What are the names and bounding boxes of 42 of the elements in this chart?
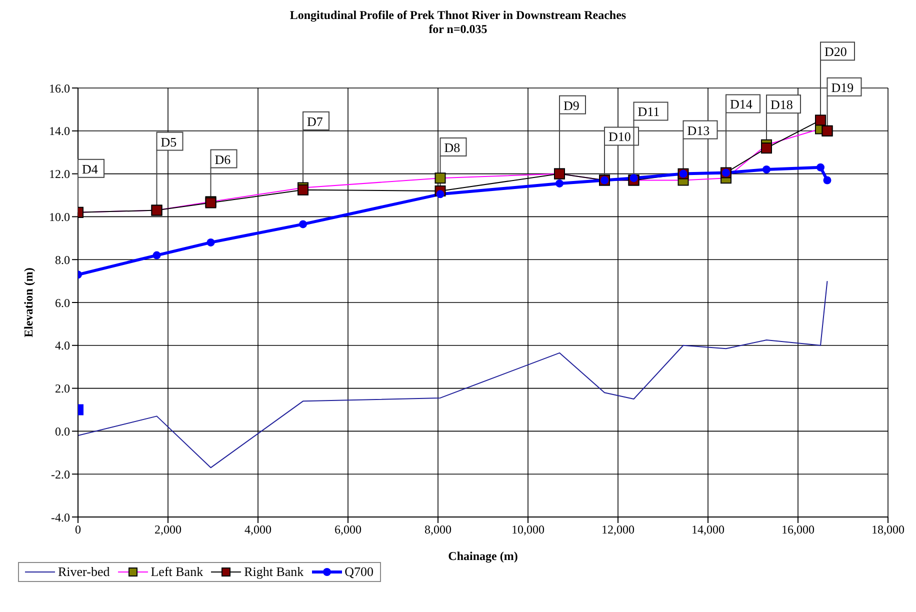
annotation: D13 [687, 122, 710, 138]
y-tick-label: 14.0 [49, 124, 70, 138]
x-tick-label: 12,000 [602, 522, 634, 537]
y-tick-label: 6.0 [55, 296, 70, 310]
y-tick-label: 2.0 [55, 382, 70, 396]
legend-label: Q700 [344, 564, 374, 580]
annotation: D14 [730, 96, 753, 112]
legend-label: Left Bank [150, 564, 204, 580]
y-tick-label: 8.0 [55, 252, 70, 267]
annotation: D20 [824, 44, 847, 60]
chart-subtitle: for n=0.035 [428, 22, 488, 36]
y-tick-label: 4.0 [55, 338, 70, 353]
x-tick-label: 0 [75, 522, 81, 537]
x-tick-label: 8,000 [424, 522, 452, 537]
x-tick-label: 16,000 [782, 522, 814, 537]
x-tick-label: 14,000 [692, 522, 724, 537]
annotation: D9 [564, 98, 580, 113]
annotation: D19 [831, 80, 854, 95]
chart-title: Longitudinal Profile of Prek Thnot River in Downstream Reaches [288, 8, 628, 22]
annotation: D5 [160, 134, 177, 150]
legend-label: Right Bank [243, 564, 304, 580]
y-tick-label: 0.0 [55, 424, 70, 438]
annotation: D18 [770, 97, 793, 112]
annotation: D10 [608, 129, 631, 144]
y-tick-label: 12.0 [49, 167, 70, 182]
y-tick-label: 16.0 [49, 81, 70, 96]
annotation: D7 [307, 114, 324, 129]
x-tick-label: 2,000 [154, 522, 182, 537]
x-axis-title: Chainage (m) [448, 549, 518, 563]
annotation: D6 [214, 152, 232, 167]
legend-label: River-bed [57, 564, 110, 580]
y-tick-label: -2.0 [51, 467, 70, 482]
y-axis-title: Elevation (m) [21, 268, 36, 338]
x-tick-label: 18,000 [872, 522, 904, 537]
x-tick-label: 10,000 [512, 522, 544, 537]
annotation: D4 [82, 161, 98, 176]
x-tick-label: 6,000 [334, 522, 362, 537]
annotation: D8 [444, 140, 460, 155]
x-tick-label: 4,000 [244, 522, 272, 537]
y-tick-label: 10.0 [49, 210, 70, 224]
annotation: D11 [638, 104, 660, 120]
y-tick-label: -4.0 [51, 510, 70, 524]
